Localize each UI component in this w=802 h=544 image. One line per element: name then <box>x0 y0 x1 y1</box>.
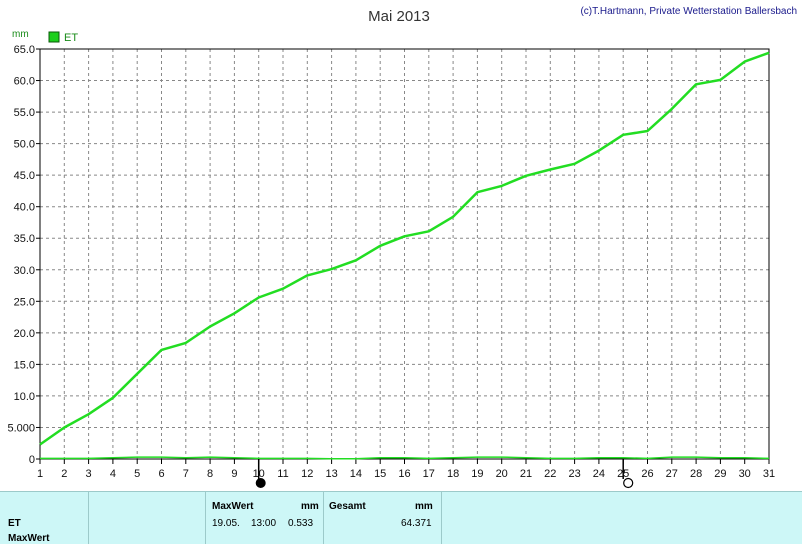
x-tick-label: 28 <box>690 468 702 480</box>
x-tick-label: 22 <box>544 468 556 480</box>
x-tick-label: 18 <box>447 468 459 480</box>
chart-title: Mai 2013 <box>368 8 430 25</box>
x-tick-label: 14 <box>350 468 362 480</box>
y-tick-label: 65.0 <box>14 44 35 56</box>
y-tick-label: 60.0 <box>14 76 35 88</box>
legend: ET <box>48 31 78 44</box>
panel-empty-cell <box>88 492 206 544</box>
panel-row-label-maxwert: MaxWert <box>8 533 50 544</box>
panel-row-label-et: ET <box>8 518 21 529</box>
x-tick-label: 24 <box>593 468 605 480</box>
x-tick-label: 27 <box>666 468 678 480</box>
y-tick-label: 5.000 <box>7 422 35 434</box>
x-tick-label: 15 <box>374 468 386 480</box>
y-axis-unit: mm <box>12 29 29 40</box>
x-tick-label: 6 <box>158 468 164 480</box>
max-time: 13:00 <box>251 518 277 529</box>
full-moon-icon <box>255 478 266 488</box>
max-value: 0.533 <box>288 518 314 529</box>
y-tick-label: 30.0 <box>14 265 35 277</box>
x-tick-label: 13 <box>325 468 337 480</box>
x-tick-label: 30 <box>739 468 751 480</box>
credit-text: (c)T.Hartmann, Private Wetterstation Bal… <box>580 6 797 17</box>
moon-markers <box>255 459 634 489</box>
x-tick-label: 1 <box>37 468 43 480</box>
x-tick-label: 19 <box>471 468 483 480</box>
grid <box>40 49 769 459</box>
x-tick-label: 17 <box>423 468 435 480</box>
total-value: 64.371 <box>401 518 432 529</box>
y-tick-label: 20.0 <box>14 328 35 340</box>
series-line-et <box>39 51 770 446</box>
x-tick-label: 8 <box>207 468 213 480</box>
x-tick-label: 23 <box>568 468 580 480</box>
max-header: MaxWert <box>212 501 254 512</box>
x-tick-label: 12 <box>301 468 313 480</box>
legend-swatch-et <box>48 31 60 43</box>
series <box>39 51 770 460</box>
total-unit: mm <box>415 501 433 512</box>
panel-max-cell: MaxWert mm 19.05. 13:00 0.533 <box>205 492 324 544</box>
x-tick-label: 9 <box>231 468 237 480</box>
y-tick-label: 50.0 <box>14 139 35 151</box>
x-tick-label: 16 <box>398 468 410 480</box>
total-header: Gesamt <box>329 501 366 512</box>
max-date: 19.05. <box>212 518 240 529</box>
new-moon-icon <box>623 477 634 489</box>
y-tick-label: 40.0 <box>14 202 35 214</box>
max-unit: mm <box>301 501 319 512</box>
y-tick-label: 35.0 <box>14 233 35 245</box>
series-line-secondary <box>40 456 770 460</box>
x-tick-label: 2 <box>61 468 67 480</box>
y-tick-label: 55.0 <box>14 107 35 119</box>
x-tick-label: 7 <box>183 468 189 480</box>
x-tick-label: 20 <box>496 468 508 480</box>
chart: Mai 2013 (c)T.Hartmann, Private Wetterst… <box>7 6 797 489</box>
y-tick-label: 25.0 <box>14 296 35 308</box>
x-tick-label: 5 <box>134 468 140 480</box>
x-tick-label: 4 <box>110 468 116 480</box>
x-tick-label: 26 <box>641 468 653 480</box>
x-tick-label: 31 <box>763 468 775 480</box>
x-tick-label: 11 <box>277 468 288 480</box>
x-tick-label: 21 <box>520 468 532 480</box>
y-tick-label: 45.0 <box>14 170 35 182</box>
legend-label-et: ET <box>64 32 78 44</box>
y-tick-label: 15.0 <box>14 359 35 371</box>
y-tick-label: 0 <box>29 454 35 466</box>
y-tick-label: 10.0 <box>14 391 35 403</box>
panel-total-cell: Gesamt mm 64.371 <box>323 492 442 544</box>
x-tick-label: 3 <box>86 468 92 480</box>
y-axis-ticks: 0 5.000 10.0 15.0 20.0 25.0 30.0 35.0 40.0 45.0 50… <box>7 44 40 466</box>
x-tick-label: 29 <box>714 468 726 480</box>
summary-panel: ET MaxWert MaxWert mm 19.05. 13:00 0.533… <box>0 491 802 544</box>
panel-label-cell: ET MaxWert <box>0 492 89 544</box>
x-axis-ticks: 1234567891011121314151617181920212223242… <box>37 459 775 480</box>
